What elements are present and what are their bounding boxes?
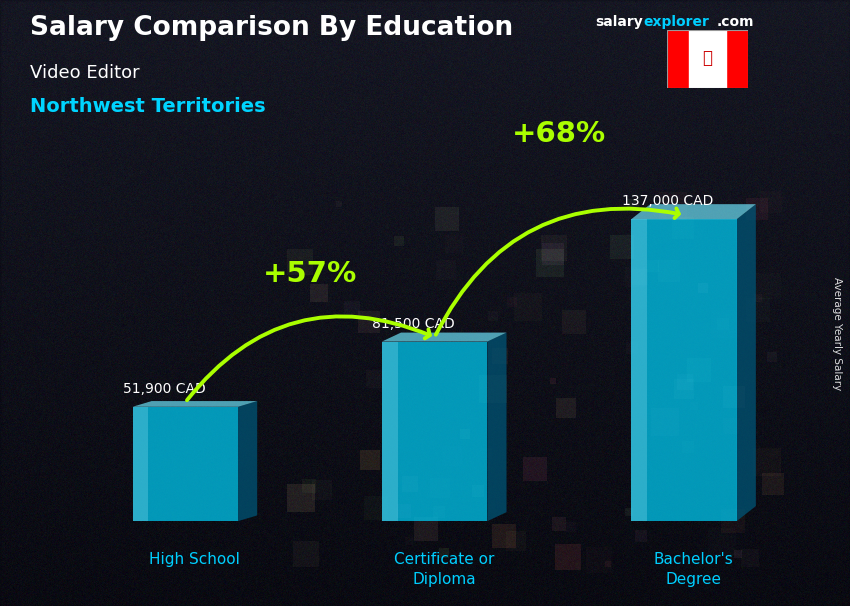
Bar [133, 407, 149, 521]
Text: salary: salary [595, 15, 643, 29]
Text: Average Yearly Salary: Average Yearly Salary [832, 277, 842, 390]
Text: High School: High School [150, 552, 241, 567]
Bar [727, 30, 748, 88]
Text: Northwest Territories: Northwest Territories [30, 97, 265, 116]
Text: Video Editor: Video Editor [30, 64, 139, 82]
Text: 81,500 CAD: 81,500 CAD [372, 316, 455, 330]
Bar [382, 342, 398, 521]
Text: 51,900 CAD: 51,900 CAD [123, 382, 206, 396]
Polygon shape [632, 204, 756, 219]
Text: Certificate or
Diploma: Certificate or Diploma [394, 552, 495, 587]
Polygon shape [238, 401, 258, 521]
Text: 🍁: 🍁 [703, 48, 712, 67]
Polygon shape [382, 333, 507, 342]
Text: 137,000 CAD: 137,000 CAD [621, 195, 713, 208]
Text: explorer: explorer [643, 15, 709, 29]
Polygon shape [737, 204, 756, 521]
Bar [133, 407, 238, 521]
Text: +68%: +68% [513, 120, 606, 148]
Bar [667, 30, 688, 88]
Bar [688, 30, 727, 88]
Bar [632, 219, 737, 521]
Polygon shape [487, 333, 507, 521]
Bar [382, 342, 487, 521]
Text: .com: .com [717, 15, 754, 29]
Text: +57%: +57% [263, 259, 357, 287]
Polygon shape [133, 401, 258, 407]
Text: Salary Comparison By Education: Salary Comparison By Education [30, 15, 513, 41]
Text: Bachelor's
Degree: Bachelor's Degree [654, 552, 734, 587]
Bar [632, 219, 647, 521]
